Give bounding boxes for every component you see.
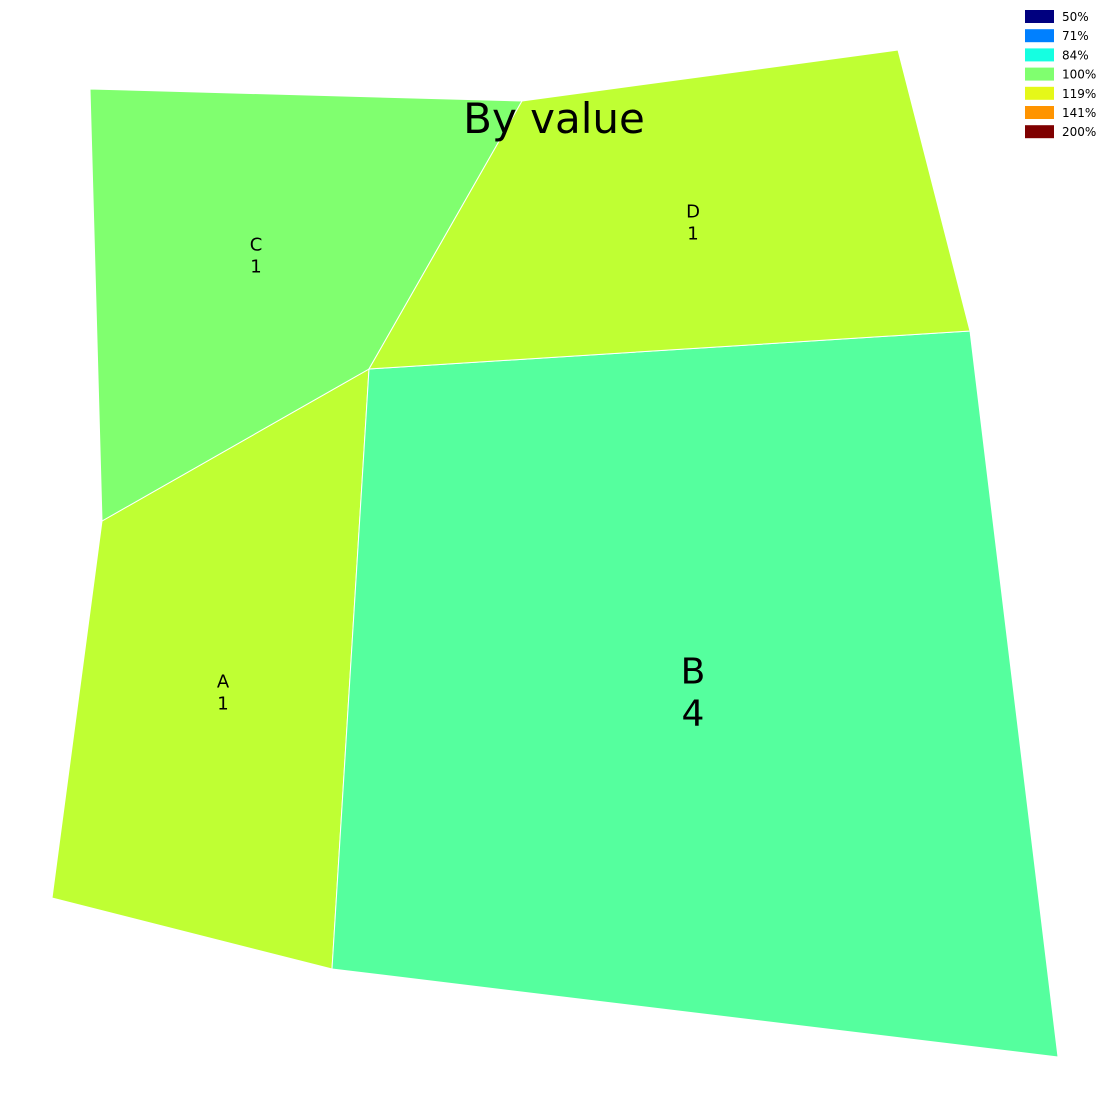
cell-name-b: B <box>681 652 706 693</box>
cell-value-a: 1 <box>217 693 228 714</box>
cell-value-c: 1 <box>250 256 261 277</box>
cell-name-d: D <box>686 201 700 222</box>
legend-label: 84% <box>1062 48 1089 62</box>
legend-label: 50% <box>1062 10 1089 24</box>
legend-label: 141% <box>1062 106 1096 120</box>
cell-value-d: 1 <box>687 223 698 244</box>
legend-swatch <box>1025 125 1054 139</box>
legend-swatch <box>1025 86 1054 100</box>
legend-swatch <box>1025 48 1054 62</box>
cell-name-a: A <box>217 671 230 692</box>
cell-d <box>368 49 971 370</box>
legend-swatch <box>1025 29 1054 43</box>
legend-label: 71% <box>1062 29 1089 43</box>
legend-label: 100% <box>1062 68 1096 82</box>
cell-name-c: C <box>250 234 263 255</box>
legend-label: 119% <box>1062 87 1096 101</box>
legend-swatch <box>1025 67 1054 81</box>
legend-label: 200% <box>1062 125 1096 139</box>
cell-value-b: 4 <box>682 694 705 735</box>
treemap-labels: A 1B 4C 1D 1 <box>217 201 706 734</box>
legend: 50% 71% 84% 100% 119% 141% 200% <box>1025 10 1096 139</box>
legend-swatch <box>1025 10 1054 23</box>
treemap-regions <box>51 49 1059 1058</box>
legend-swatch <box>1025 106 1054 119</box>
chart-title: By value <box>463 94 645 143</box>
